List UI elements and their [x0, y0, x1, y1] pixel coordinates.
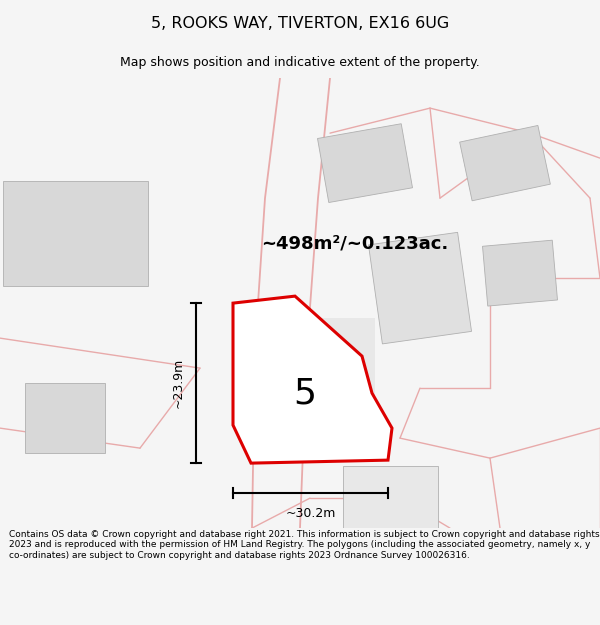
- Polygon shape: [482, 240, 557, 306]
- Polygon shape: [25, 383, 105, 453]
- Polygon shape: [368, 232, 472, 344]
- Text: Rooks Way: Rooks Way: [292, 361, 308, 415]
- Text: Contains OS data © Crown copyright and database right 2021. This information is : Contains OS data © Crown copyright and d…: [9, 530, 599, 560]
- Polygon shape: [248, 318, 375, 448]
- Polygon shape: [233, 296, 392, 463]
- Polygon shape: [317, 124, 412, 202]
- Text: Map shows position and indicative extent of the property.: Map shows position and indicative extent…: [120, 56, 480, 69]
- Polygon shape: [343, 466, 437, 531]
- Text: ~30.2m: ~30.2m: [286, 507, 335, 519]
- Text: ~498m²/~0.123ac.: ~498m²/~0.123ac.: [262, 234, 449, 252]
- Polygon shape: [2, 181, 148, 286]
- Text: 5, ROOKS WAY, TIVERTON, EX16 6UG: 5, ROOKS WAY, TIVERTON, EX16 6UG: [151, 16, 449, 31]
- Text: 5: 5: [293, 376, 317, 410]
- Polygon shape: [460, 126, 550, 201]
- Text: ~23.9m: ~23.9m: [172, 358, 185, 408]
